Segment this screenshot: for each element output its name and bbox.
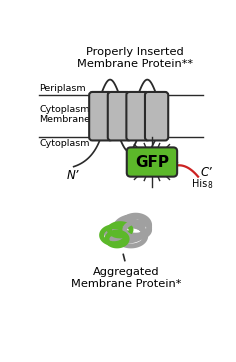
Text: 8: 8: [207, 181, 212, 189]
FancyBboxPatch shape: [108, 92, 131, 140]
FancyBboxPatch shape: [145, 92, 168, 140]
Text: His: His: [192, 179, 207, 189]
FancyBboxPatch shape: [127, 147, 177, 177]
FancyBboxPatch shape: [89, 92, 112, 140]
Text: Properly Inserted
Membrane Protein**: Properly Inserted Membrane Protein**: [77, 47, 193, 68]
Text: N’: N’: [67, 169, 79, 182]
Text: C’: C’: [200, 165, 212, 178]
Text: GFP: GFP: [135, 155, 169, 169]
Text: Cytoplasmic
Membrane: Cytoplasmic Membrane: [40, 105, 98, 125]
FancyBboxPatch shape: [126, 92, 150, 140]
Text: Aggregated
Membrane Protein*: Aggregated Membrane Protein*: [71, 267, 181, 289]
Text: Cytoplasm: Cytoplasm: [40, 139, 90, 148]
Text: Periplasm: Periplasm: [40, 84, 86, 93]
